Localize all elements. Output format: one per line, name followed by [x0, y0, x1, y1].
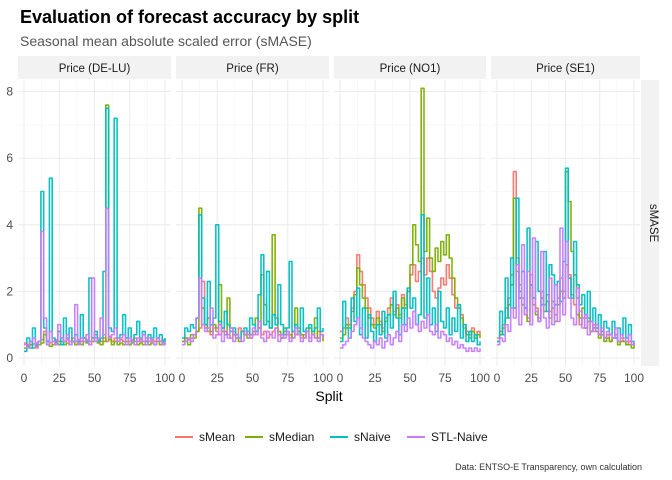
- x-tick-label: 100: [470, 371, 490, 385]
- x-tick-label: 25: [368, 371, 382, 385]
- facet-strip: [176, 56, 329, 79]
- series-line-stl-naive: [340, 310, 481, 353]
- facet-strip-right-label: sMASE: [647, 204, 659, 243]
- x-tick-label: 50: [559, 371, 573, 385]
- x-tick-label: 75: [123, 371, 137, 385]
- facet-strip-label: Price (NO1): [380, 63, 441, 75]
- facet-strip-label: Price (SE1): [536, 63, 595, 75]
- chart-caption: Data: ENTSO-E Transparency, own calculat…: [455, 462, 642, 472]
- facet-strip-right: [641, 80, 659, 366]
- x-tick-label: 0: [337, 371, 344, 385]
- legend-label: sMedian: [269, 430, 314, 444]
- series-line-stl-naive: [24, 207, 166, 349]
- x-tick-label: 50: [246, 371, 260, 385]
- x-tick-label: 25: [53, 371, 67, 385]
- x-tick-label: 100: [155, 371, 175, 385]
- x-tick-label: 25: [211, 371, 225, 385]
- series-line-snaive: [340, 214, 481, 346]
- x-tick-label: 100: [624, 371, 644, 385]
- x-tick-label: 0: [179, 371, 186, 385]
- legend-label: STL-Naive: [431, 430, 488, 444]
- y-tick-label: 6: [6, 151, 13, 165]
- x-tick-label: 75: [438, 371, 452, 385]
- y-tick-label: 4: [6, 218, 13, 232]
- chart-subtitle: Seasonal mean absolute scaled error (sMA…: [20, 33, 312, 49]
- x-tick-label: 50: [403, 371, 417, 385]
- y-tick-label: 8: [6, 85, 13, 99]
- x-tick-label: 0: [494, 371, 501, 385]
- series-line-stl-naive: [497, 227, 635, 346]
- x-tick-label: 25: [525, 371, 539, 385]
- facet-strip: [334, 56, 486, 79]
- series-line-snaive: [497, 167, 635, 345]
- facet-strip-label: Price (DE-LU): [59, 63, 131, 75]
- y-tick-label: 0: [6, 351, 13, 365]
- x-tick-label: 100: [313, 371, 333, 385]
- x-tick-label: 75: [281, 371, 295, 385]
- series-line-snaive: [182, 214, 324, 339]
- y-tick-label: 2: [6, 284, 13, 298]
- facet-strip: [491, 56, 640, 79]
- facet-strip: [18, 56, 171, 79]
- facet-strip-label: Price (FR): [226, 63, 279, 75]
- x-tick-label: 75: [593, 371, 607, 385]
- series-line-stl-naive: [182, 277, 324, 346]
- legend-label: sMean: [199, 430, 235, 444]
- chart-title: Evaluation of forecast accuracy by split: [20, 7, 360, 27]
- legend-label: sNaive: [354, 430, 391, 444]
- series-line-smedian: [340, 87, 481, 339]
- x-tick-label: 0: [21, 371, 28, 385]
- x-tick-label: 50: [88, 371, 102, 385]
- x-axis-title: Split: [315, 388, 342, 404]
